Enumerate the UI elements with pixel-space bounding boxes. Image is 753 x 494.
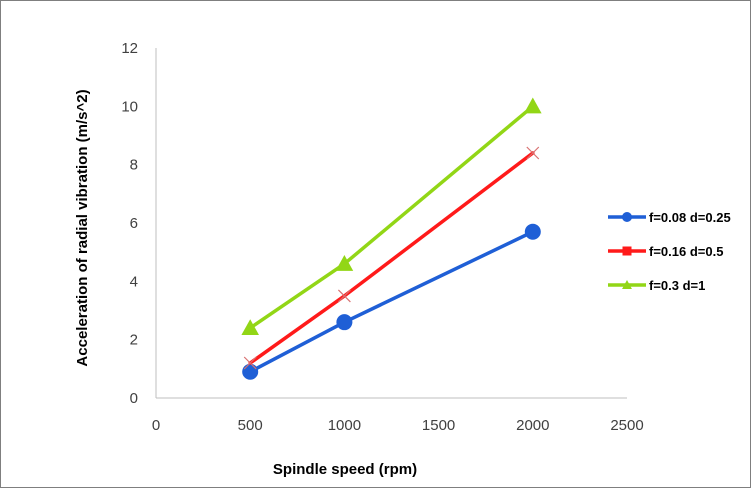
legend-label-1: f=0.16 d=0.5 (649, 244, 723, 259)
data-point-1-0-b (243, 356, 257, 370)
x-tick-label-5: 2500 (610, 417, 643, 434)
legend-label-2: f=0.3 d=1 (649, 278, 705, 293)
series-line-0 (248, 230, 535, 374)
y-tick-label-6: 12 (121, 40, 138, 57)
series-line-2 (248, 104, 535, 330)
data-point-1-2-b (526, 146, 540, 160)
legend-item-2: f=0.3 d=1 (608, 278, 705, 293)
data-point-1-1-b (337, 289, 351, 303)
y-tick-label-5: 10 (121, 98, 138, 115)
y-tick-label-0: 0 (130, 390, 138, 407)
x-tick-label-0: 0 (152, 417, 160, 434)
legend-marker-0 (622, 212, 632, 222)
legend-marker-1 (622, 246, 632, 256)
y-tick-label-4: 8 (130, 157, 138, 174)
y-axis-title: Acceleration of radial vibration (m/s^2) (74, 89, 91, 366)
x-axis-title: Spindle speed (rpm) (273, 461, 417, 478)
series-0 (242, 223, 541, 380)
tick-labels: 0 500 1000 1500 2000 2500 0 2 4 6 8 10 12 (121, 40, 643, 434)
data-point-0-2 (524, 223, 541, 240)
legend-item-1: f=0.16 d=0.5 (608, 244, 723, 259)
legend-item-0: f=0.08 d=0.25 (608, 210, 731, 225)
data-point-0-0 (242, 363, 259, 380)
series-1 (243, 146, 540, 370)
x-tick-label-1: 500 (238, 417, 263, 434)
y-tick-label-1: 2 (130, 332, 138, 349)
x-tick-label-3: 1500 (422, 417, 455, 434)
data-point-2-1 (335, 255, 354, 271)
data-point-0-1 (336, 314, 353, 331)
series-2 (241, 97, 542, 336)
legend-label-0: f=0.08 d=0.25 (649, 210, 731, 225)
x-tick-label-2: 1000 (328, 417, 361, 434)
legend-marker-2 (622, 280, 632, 289)
data-point-2-2 (524, 97, 542, 114)
x-tick-label-4: 2000 (516, 417, 549, 434)
legend: f=0.08 d=0.25 f=0.16 d=0.5 f=0.3 d=1 (608, 210, 731, 293)
axes (155, 48, 627, 399)
series-group (241, 97, 542, 380)
series-line-1 (248, 151, 535, 365)
y-tick-label-2: 4 (130, 273, 138, 290)
data-point-2-0 (241, 319, 259, 336)
y-tick-label-3: 6 (130, 215, 138, 232)
